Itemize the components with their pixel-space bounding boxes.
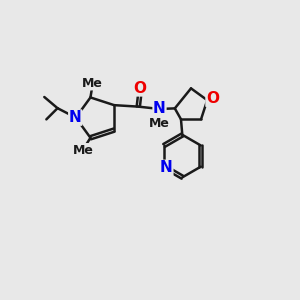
Text: N: N bbox=[153, 101, 166, 116]
Text: Me: Me bbox=[73, 144, 94, 157]
Text: Me: Me bbox=[148, 117, 169, 130]
Text: O: O bbox=[133, 81, 146, 96]
Text: Me: Me bbox=[82, 77, 102, 90]
Text: N: N bbox=[69, 110, 82, 125]
Text: O: O bbox=[206, 91, 219, 106]
Text: N: N bbox=[160, 160, 173, 175]
